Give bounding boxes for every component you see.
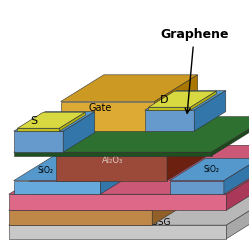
- Text: CIGS: CIGS: [150, 170, 174, 179]
- Polygon shape: [152, 161, 231, 225]
- Polygon shape: [148, 91, 216, 107]
- Polygon shape: [14, 112, 95, 131]
- Polygon shape: [61, 75, 198, 102]
- Polygon shape: [212, 116, 250, 156]
- Text: Mo: Mo: [31, 199, 46, 209]
- Text: SLG or BSG: SLG or BSG: [119, 218, 171, 227]
- Text: D: D: [160, 95, 169, 105]
- Polygon shape: [14, 147, 155, 180]
- Polygon shape: [14, 180, 100, 194]
- Polygon shape: [14, 152, 211, 156]
- Text: Graphene: Graphene: [160, 28, 228, 113]
- Polygon shape: [60, 112, 85, 131]
- Polygon shape: [9, 161, 231, 210]
- Polygon shape: [148, 107, 190, 110]
- Polygon shape: [14, 131, 63, 152]
- Polygon shape: [9, 167, 250, 225]
- Polygon shape: [155, 75, 198, 131]
- Polygon shape: [56, 125, 217, 156]
- Polygon shape: [63, 112, 95, 152]
- Polygon shape: [194, 90, 226, 131]
- Text: SiO₂: SiO₂: [38, 166, 54, 175]
- Polygon shape: [170, 158, 250, 180]
- Polygon shape: [226, 167, 250, 239]
- Text: Al₂O₃: Al₂O₃: [102, 156, 123, 165]
- Polygon shape: [145, 90, 226, 110]
- Polygon shape: [61, 102, 155, 131]
- Polygon shape: [14, 116, 250, 152]
- Polygon shape: [18, 112, 85, 128]
- Text: Gate: Gate: [88, 103, 112, 113]
- Polygon shape: [170, 180, 224, 194]
- Polygon shape: [145, 110, 194, 131]
- Polygon shape: [18, 128, 59, 131]
- Polygon shape: [9, 145, 250, 194]
- Polygon shape: [167, 125, 217, 180]
- Polygon shape: [190, 91, 216, 110]
- Polygon shape: [9, 225, 226, 239]
- Polygon shape: [226, 145, 250, 210]
- Polygon shape: [56, 156, 167, 180]
- Polygon shape: [224, 158, 250, 194]
- Polygon shape: [9, 210, 152, 225]
- Text: S: S: [30, 116, 37, 126]
- Text: SiO₂: SiO₂: [204, 165, 220, 174]
- Polygon shape: [9, 194, 226, 210]
- Polygon shape: [100, 147, 155, 194]
